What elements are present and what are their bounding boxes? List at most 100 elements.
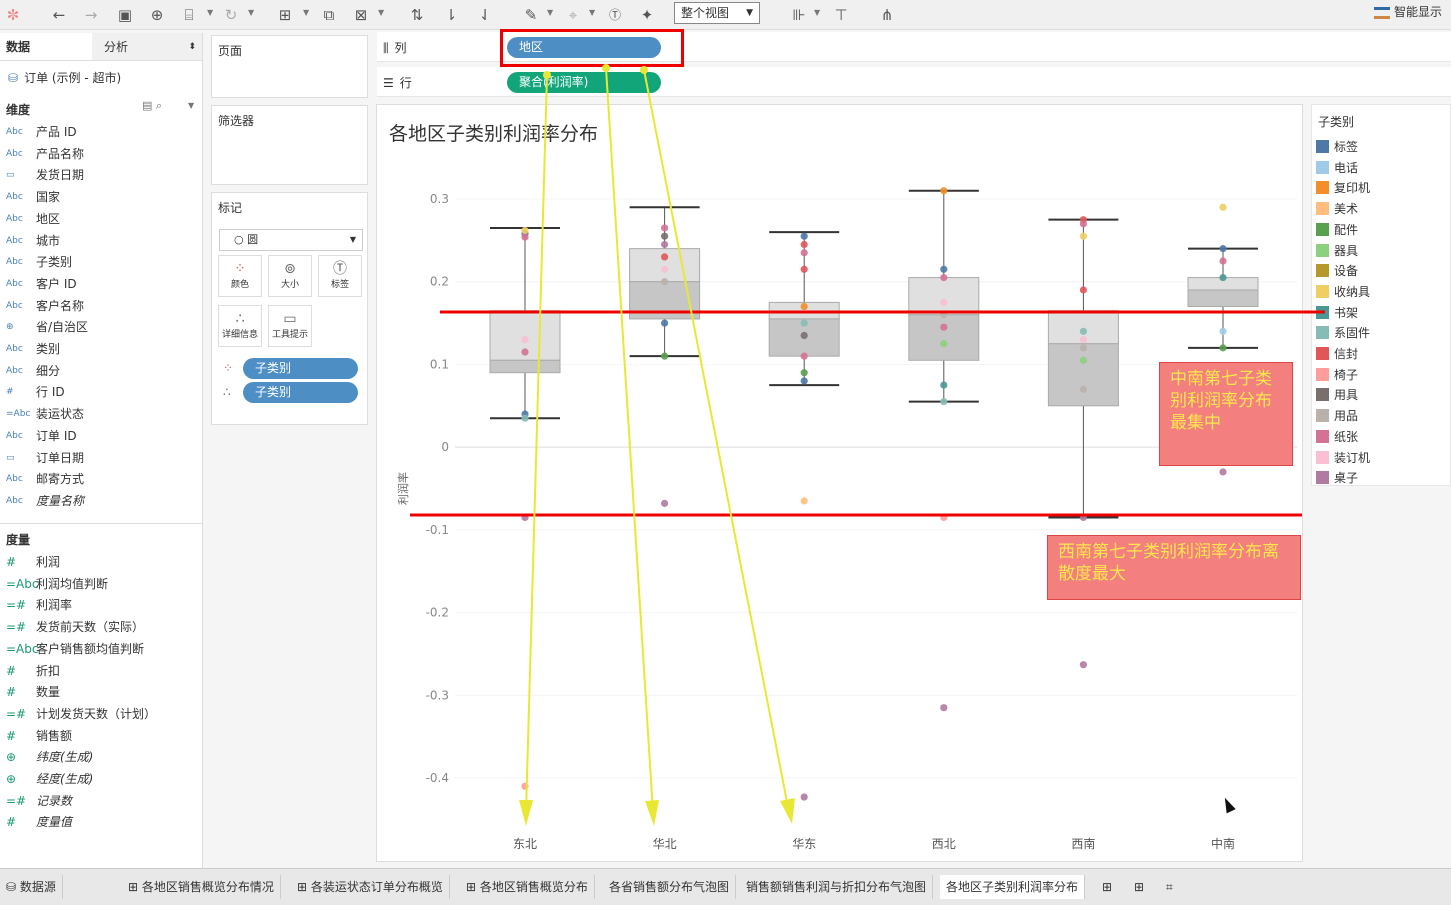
new-worksheet-icon[interactable]: ⊞ [1102, 880, 1113, 894]
legend-item[interactable]: 电话 [1316, 158, 1446, 178]
tooltip-button[interactable]: ▭ 工具提示 [268, 305, 312, 347]
label-button[interactable]: Ⓣ 标签 [318, 255, 362, 297]
datasource-icon[interactable]: ⌸ [184, 6, 194, 24]
legend-item[interactable]: 标签 [1316, 137, 1446, 157]
field-item[interactable]: Abc 客户名称 [0, 296, 200, 317]
field-item[interactable]: ▭ 订单日期 [0, 448, 200, 469]
field-item[interactable]: =Abc 装运状态 [0, 404, 200, 425]
clear-sheet-icon[interactable]: ⊠ [354, 6, 368, 24]
field-item[interactable]: =# 利润率 [0, 595, 200, 616]
color-pill-subcategory[interactable]: 子类别 [243, 358, 358, 379]
save-icon[interactable]: ▣ [117, 6, 133, 24]
tab-sheet[interactable]: ⊞ 各装运状态订单分布概览 [291, 875, 450, 899]
redo-icon[interactable]: → [84, 6, 98, 24]
show-me-icon[interactable]: ⊪ [792, 6, 806, 24]
chevron-down-icon[interactable]: ▼ [248, 8, 255, 17]
chevron-down-icon[interactable]: ▼ [547, 8, 554, 17]
field-item[interactable]: Abc 订单 ID [0, 426, 200, 447]
legend-item[interactable]: 收纳具 [1316, 282, 1446, 302]
group-icon[interactable]: ⌖ [568, 6, 578, 24]
legend-item[interactable]: 装订机 [1316, 448, 1446, 468]
label-icon[interactable]: Ⓣ [608, 8, 621, 22]
field-item[interactable]: Abc 细分 [0, 361, 200, 382]
field-item[interactable]: =# 记录数 [0, 791, 200, 812]
field-item[interactable]: # 利润 [0, 552, 200, 573]
legend-item[interactable]: 器具 [1316, 241, 1446, 261]
legend-item[interactable]: 复印机 [1316, 178, 1446, 198]
datasource-item[interactable]: ⛁ 订单 (示例 - 超市) [8, 69, 121, 86]
detail-button[interactable]: ∴ 详细信息 [218, 305, 262, 347]
legend-item[interactable]: 纸张 [1316, 427, 1446, 447]
tab-datasource[interactable]: ⛁ 数据源 [0, 875, 63, 899]
field-item[interactable]: Abc 产品 ID [0, 122, 200, 143]
legend-item[interactable]: 配件 [1316, 220, 1446, 240]
legend-item[interactable]: 设备 [1316, 261, 1446, 281]
new-datasource-icon[interactable]: ⊕ [150, 6, 164, 24]
field-item[interactable]: Abc 客户 ID [0, 274, 200, 295]
new-dashboard-icon[interactable]: ⊞ [1134, 880, 1145, 894]
share-icon[interactable]: ⋔ [880, 6, 894, 24]
columns-pill-region[interactable]: 地区 [507, 37, 661, 58]
field-item[interactable]: Abc 产品名称 [0, 144, 200, 165]
size-button[interactable]: ⊚ 大小 [268, 255, 312, 297]
list-view-icon[interactable]: ▤ ⌕ [142, 99, 163, 112]
field-item[interactable]: Abc 城市 [0, 231, 200, 252]
field-item[interactable]: Abc 邮寄方式 [0, 469, 200, 490]
tab-sheet[interactable]: ⊞ 各地区销售概览分布 [460, 875, 595, 899]
field-item[interactable]: Abc 类别 [0, 339, 200, 360]
columns-shelf[interactable]: ⫼ 列 地区 [377, 32, 1451, 62]
duplicate-icon[interactable]: ⧉ [323, 6, 335, 24]
field-item[interactable]: ▭ 发货日期 [0, 165, 200, 186]
field-item[interactable]: =# 计划发货天数（计划） [0, 704, 200, 725]
legend-item[interactable]: 系固件 [1316, 323, 1446, 343]
highlight-icon[interactable]: ✎ [524, 6, 538, 24]
field-item[interactable]: ⊕ 纬度(生成) [0, 747, 200, 768]
chevron-down-icon[interactable]: ▼ [378, 8, 385, 17]
field-item[interactable]: ⊕ 经度(生成) [0, 769, 200, 790]
swap-icon[interactable]: ⇅ [410, 6, 424, 24]
chevron-down-icon[interactable]: ▼ [303, 8, 310, 17]
field-item[interactable]: =Abc 利润均值判断 [0, 574, 200, 595]
chevron-down-icon[interactable]: ▼ [207, 8, 214, 17]
tab-sheet[interactable]: 销售额销售利润与折扣分布气泡图 [740, 875, 934, 899]
field-item[interactable]: # 行 ID [0, 382, 200, 403]
field-item[interactable]: # 数量 [0, 682, 200, 703]
field-item[interactable]: Abc 度量名称 [0, 491, 200, 512]
sort-asc-icon[interactable]: ⇂ [444, 6, 458, 24]
chevron-down-icon[interactable]: ▼ [814, 8, 821, 17]
pin-icon[interactable]: ✦ [640, 6, 654, 24]
view-mode-select[interactable]: 整个视图 ▼ [674, 2, 760, 24]
field-item[interactable]: =# 发货前天数（实际） [0, 617, 200, 638]
mark-type-select[interactable]: ○ 圆 ▼ [219, 229, 363, 251]
chevron-down-icon[interactable]: ▼ [589, 8, 596, 17]
detail-pill-subcategory[interactable]: 子类别 [243, 382, 358, 403]
field-item[interactable]: # 折扣 [0, 661, 200, 682]
tab-analysis[interactable]: 分析 ⬍ [92, 33, 202, 61]
legend-item[interactable]: 用具 [1316, 385, 1446, 405]
field-item[interactable]: # 度量值 [0, 812, 200, 833]
field-item[interactable]: Abc 子类别 [0, 252, 200, 273]
field-item[interactable]: Abc 国家 [0, 187, 200, 208]
new-story-icon[interactable]: ⌗ [1166, 880, 1173, 894]
field-item[interactable]: Abc 地区 [0, 209, 200, 230]
tableau-logo-icon[interactable]: ✼ [6, 6, 20, 24]
legend-item[interactable]: 美术 [1316, 199, 1446, 219]
tab-sheet[interactable]: 各地区子类别利润率分布 [940, 875, 1086, 899]
color-button[interactable]: ⁘ 颜色 [218, 255, 262, 297]
chevron-down-icon[interactable]: ▼ [188, 101, 195, 110]
undo-icon[interactable]: ← [52, 6, 66, 24]
field-item[interactable]: # 销售额 [0, 726, 200, 747]
legend-item[interactable]: 用品 [1316, 406, 1446, 426]
tab-sheet[interactable]: 各省销售额分布气泡图 [603, 875, 737, 899]
filters-shelf[interactable]: 筛选器 [211, 105, 368, 185]
tab-data[interactable]: 数据 [0, 33, 92, 61]
sort-desc-icon[interactable]: ⇃ [478, 6, 492, 24]
smart-show-button[interactable]: 智能显示 [1374, 4, 1442, 20]
field-item[interactable]: ⊕ 省/自治区 [0, 317, 200, 338]
refresh-icon[interactable]: ↻ [224, 6, 238, 24]
field-item[interactable]: =Abc 客户销售额均值判断 [0, 639, 200, 660]
new-worksheet-icon[interactable]: ⊞ [278, 6, 292, 24]
legend-item[interactable]: 信封 [1316, 344, 1446, 364]
presentation-icon[interactable]: ⊤ [834, 6, 848, 24]
tab-sheet[interactable]: ⊞ 各地区销售概览分布情况 [122, 875, 281, 899]
